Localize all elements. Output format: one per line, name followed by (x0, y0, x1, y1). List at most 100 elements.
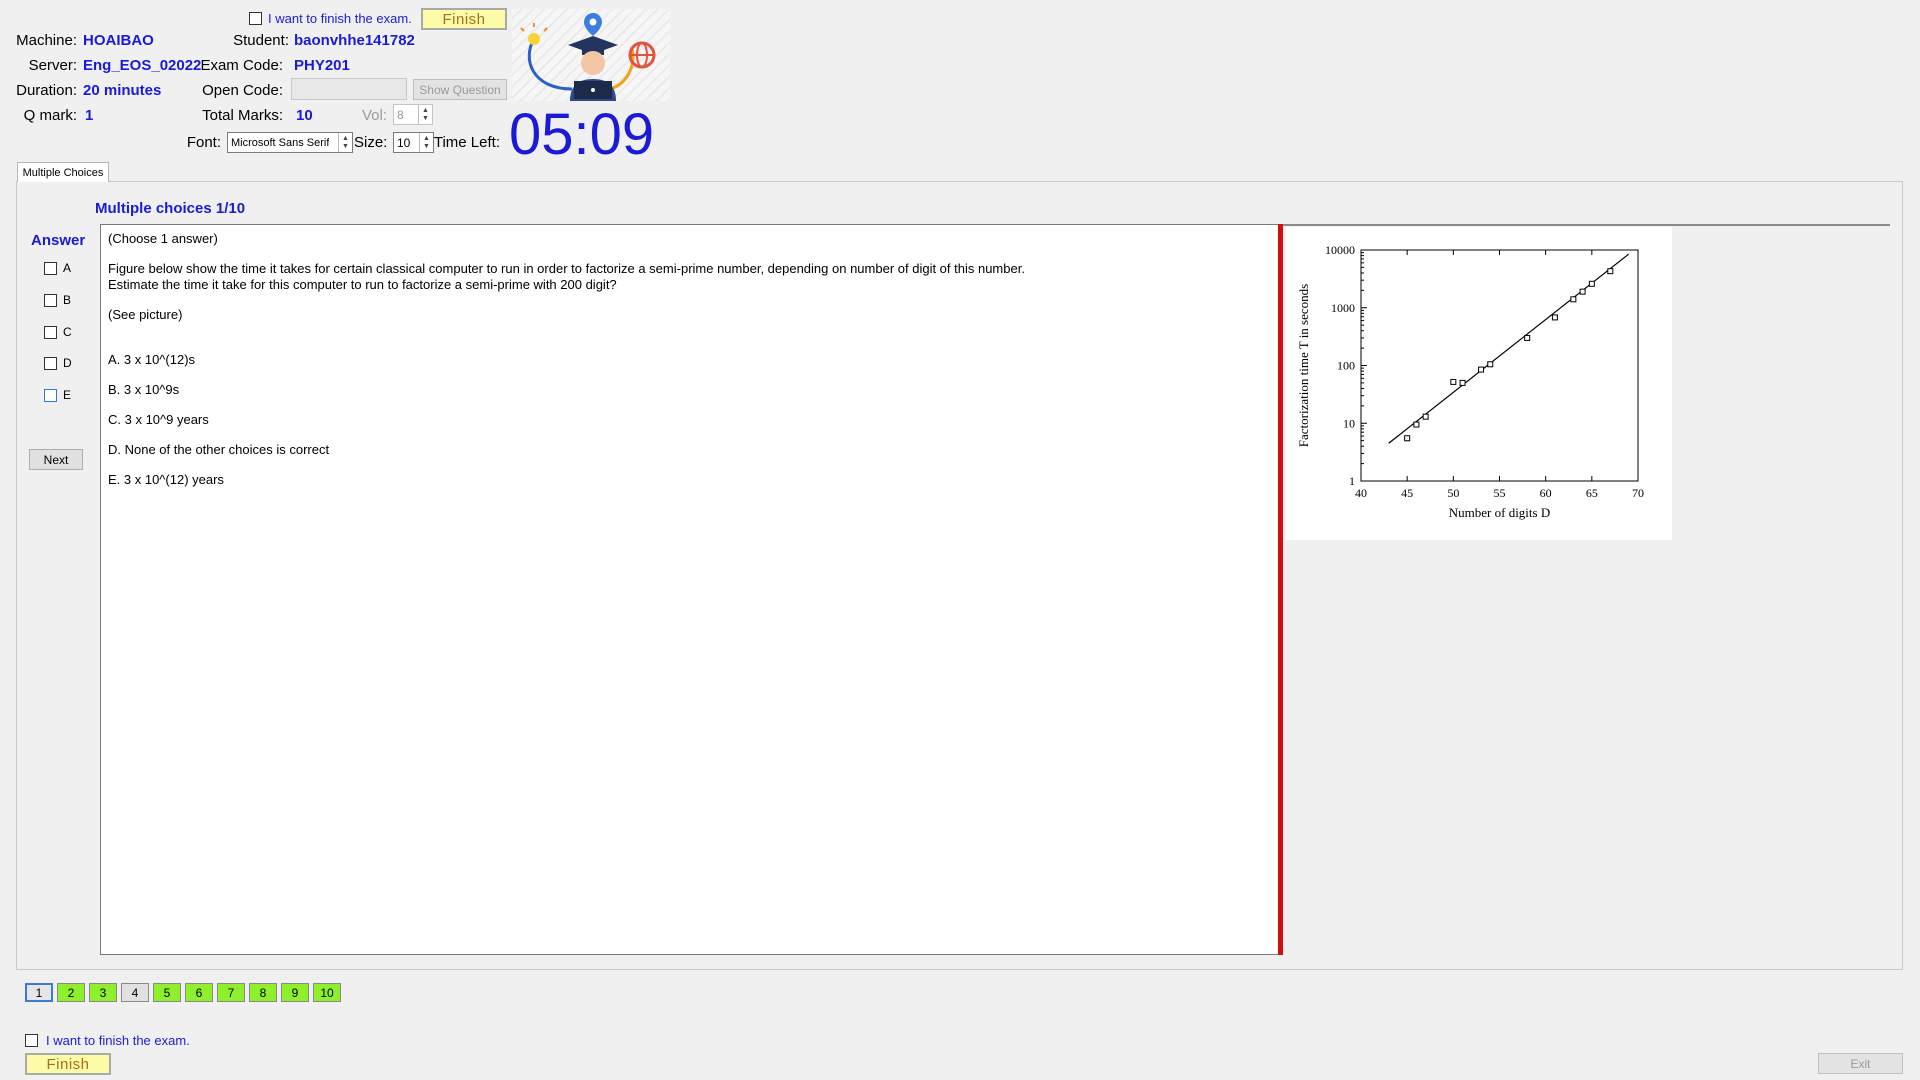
question-nav-10[interactable]: 10 (313, 983, 341, 1002)
choose-hint: (Choose 1 answer) (108, 231, 218, 246)
open-code-input[interactable] (291, 78, 407, 100)
question-nav-3[interactable]: 3 (89, 983, 117, 1002)
factorization-time-chart: 40 45 50 55 60 65 70 1 10 100 1000 10000 Number of d… (1296, 243, 1644, 520)
x-axis-label: Number of digits D (1449, 505, 1550, 520)
question-nav-9[interactable]: 9 (281, 983, 309, 1002)
data-point-2 (1413, 421, 1420, 428)
question-navigator: 1 2 3 4 5 6 7 8 9 10 (25, 983, 341, 1002)
question-nav-4[interactable]: 4 (121, 983, 149, 1002)
x-tick-label: 60 (1540, 486, 1552, 500)
y-axis-label: Factorization time T in seconds (1296, 284, 1311, 447)
option-c-text: C. 3 x 10^9 years (108, 412, 209, 427)
vol-stepper[interactable]: 8 ▲ ▼ (393, 104, 433, 125)
answer-option-b[interactable]: B (44, 293, 71, 307)
time-left-value: 05:09 (509, 102, 655, 167)
x-tick-label: 55 (1494, 486, 1506, 500)
option-d-text: D. None of the other choices is correct (108, 442, 330, 457)
size-value: 10 (397, 135, 411, 150)
data-point-1 (1404, 435, 1411, 442)
question-nav-5[interactable]: 5 (153, 983, 181, 1002)
server-label: Server: (28, 57, 77, 74)
question-nav-6[interactable]: 6 (185, 983, 213, 1002)
tab-multiple-choices[interactable]: Multiple Choices (17, 162, 109, 182)
font-selector[interactable]: Microsoft Sans Serif ▲ ▼ (227, 132, 353, 153)
x-tick-label: 45 (1401, 486, 1413, 500)
total-marks-label: Total Marks: (202, 107, 283, 124)
y-tick-label: 10000 (1325, 243, 1355, 257)
duration-value: 20 minutes (83, 82, 162, 99)
y-tick-label: 100 (1337, 359, 1355, 373)
exam-logo (512, 9, 670, 101)
answer-checkbox-a[interactable] (44, 261, 57, 275)
question-nav-2[interactable]: 2 (57, 983, 85, 1002)
size-stepper-arrows[interactable]: ▲ ▼ (419, 133, 433, 152)
x-tick-label: 65 (1586, 486, 1598, 500)
question-nav-7[interactable]: 7 (217, 983, 245, 1002)
data-point-11 (1579, 288, 1586, 295)
question-line-1: Figure below show the time it takes for … (108, 261, 1025, 276)
answer-option-e[interactable]: E (44, 388, 71, 402)
footer-finish-button[interactable]: Finish (25, 1053, 111, 1075)
footer-finish-row: I want to finish the exam. (25, 1033, 190, 1048)
machine-label: Machine: (16, 32, 77, 49)
footer-finish-checkbox-label[interactable]: I want to finish the exam. (46, 1033, 190, 1048)
answer-letter-a: A (63, 261, 72, 275)
open-code-label: Open Code: (202, 82, 283, 99)
question-line-2: Estimate the time it take for this compu… (108, 277, 617, 292)
question-picture: 40 45 50 55 60 65 70 1 10 100 1000 10000 Number of d… (1286, 227, 1672, 540)
header-finish-checkbox-label[interactable]: I want to finish the exam. (268, 11, 412, 26)
picture-pane-border (1283, 224, 1890, 226)
answer-checkbox-c[interactable] (44, 325, 57, 339)
exam-code-value: PHY201 (294, 57, 350, 74)
show-question-button[interactable]: Show Question (413, 79, 507, 100)
vol-value: 8 (397, 107, 404, 122)
qmark-label: Q mark: (23, 107, 77, 124)
y-tick-label: 1000 (1331, 301, 1355, 315)
font-value: Microsoft Sans Serif (231, 136, 330, 149)
exit-button[interactable]: Exit (1818, 1053, 1903, 1074)
size-label: Size: (354, 134, 388, 151)
answer-letter-c: C (63, 325, 72, 339)
data-point-4 (1450, 378, 1457, 385)
data-point-12 (1588, 280, 1595, 287)
answer-checkbox-e[interactable] (44, 388, 57, 402)
data-point-8 (1524, 334, 1531, 341)
next-button[interactable]: Next (29, 449, 83, 470)
data-point-7 (1487, 361, 1494, 368)
y-tick-label: 10 (1343, 416, 1355, 430)
data-point-3 (1422, 413, 1429, 420)
vol-label: Vol: (361, 107, 387, 124)
exam-code-label: Exam Code: (200, 57, 283, 74)
option-b-text: B. 3 x 10^9s (108, 382, 180, 397)
answer-letter-b: B (63, 293, 72, 307)
x-tick-label: 70 (1632, 486, 1644, 500)
qmark-value: 1 (85, 107, 94, 124)
answer-checkbox-d[interactable] (44, 356, 57, 370)
font-selector-arrows[interactable]: ▲ ▼ (338, 133, 352, 152)
header-finish-button[interactable]: Finish (421, 8, 507, 30)
option-a-text: A. 3 x 10^(12)s (108, 352, 196, 367)
question-heading: Multiple choices 1/10 (95, 200, 246, 217)
x-tick-label: 50 (1447, 486, 1459, 500)
answer-checkbox-b[interactable] (44, 293, 57, 307)
answer-option-c[interactable]: C (44, 325, 72, 339)
size-stepper[interactable]: 10 ▲ ▼ (393, 132, 434, 153)
question-nav-8[interactable]: 8 (249, 983, 277, 1002)
answer-option-d[interactable]: D (44, 356, 72, 370)
x-tick-label: 40 (1355, 486, 1367, 500)
footer-finish-checkbox[interactable] (25, 1034, 38, 1047)
graduate-illustration (520, 13, 656, 101)
see-picture: (See picture) (108, 307, 183, 322)
answer-option-a[interactable]: A (44, 261, 71, 275)
server-value: Eng_EOS_02022 (83, 57, 202, 74)
time-left-label: Time Left: (433, 134, 500, 151)
duration-label: Duration: (16, 82, 77, 99)
vol-stepper-arrows[interactable]: ▲ ▼ (418, 105, 432, 124)
pane-splitter[interactable] (1278, 224, 1283, 955)
font-label: Font: (186, 134, 221, 151)
total-marks-value: 10 (296, 107, 313, 124)
question-nav-1[interactable]: 1 (25, 983, 53, 1002)
question-text-area: (Choose 1 answer) Figure below show the … (100, 224, 1280, 955)
header-finish-checkbox[interactable] (249, 12, 262, 25)
header-finish-row: I want to finish the exam. (249, 11, 412, 26)
